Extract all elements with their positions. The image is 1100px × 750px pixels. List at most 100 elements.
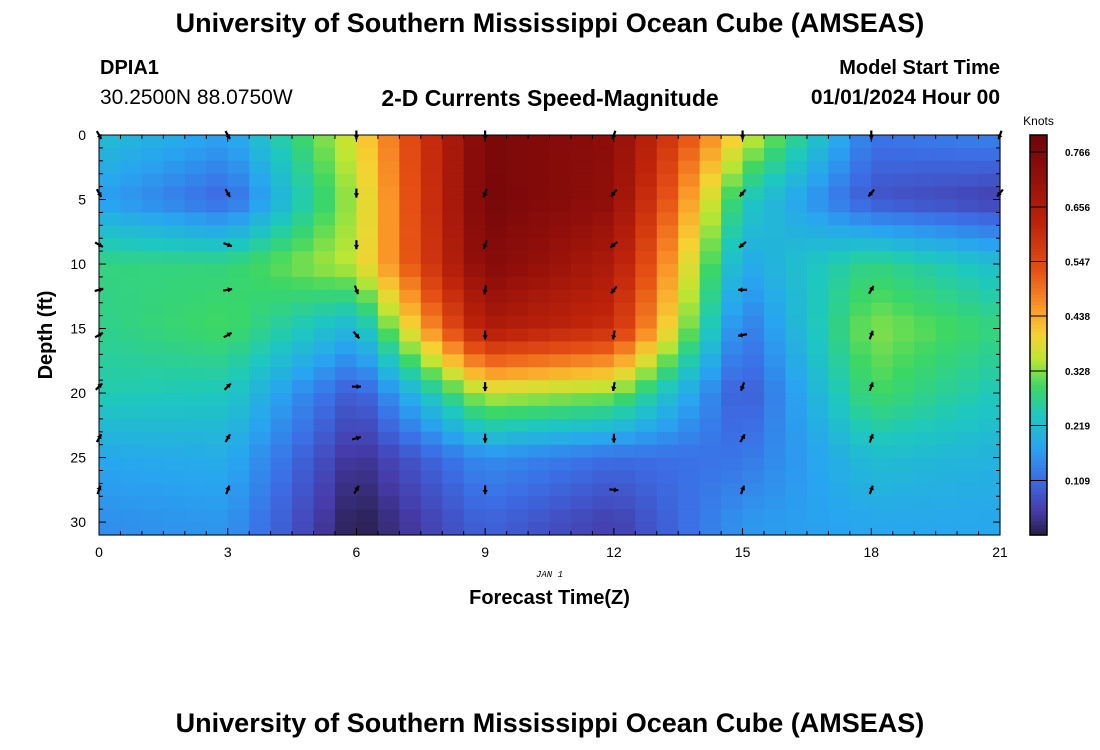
- heatmap-cell: [635, 367, 658, 381]
- heatmap-cell: [764, 367, 787, 381]
- heatmap-cell: [399, 483, 422, 497]
- heatmap-cell: [699, 315, 722, 330]
- heatmap-cell: [957, 302, 980, 317]
- heatmap-cell: [184, 212, 207, 226]
- heatmap-cell: [485, 418, 508, 433]
- heatmap-cell: [935, 444, 958, 459]
- heatmap-cell: [528, 418, 551, 433]
- heatmap-cell: [141, 509, 164, 523]
- heatmap-cell: [892, 251, 915, 265]
- heatmap-cell: [742, 354, 765, 368]
- heatmap-cell: [935, 160, 958, 175]
- heatmap-cell: [356, 289, 379, 304]
- heatmap-cell: [656, 380, 679, 394]
- heatmap-cell: [549, 367, 572, 381]
- heatmap-cell: [227, 173, 250, 188]
- heatmap-cell: [463, 522, 486, 536]
- heatmap-cell: [184, 135, 207, 149]
- model-start-label: Model Start Time: [839, 57, 1000, 79]
- heatmap-cell: [313, 444, 336, 459]
- heatmap-cell: [549, 276, 572, 291]
- heatmap-cell: [570, 405, 593, 420]
- heatmap-cell: [935, 173, 958, 188]
- heatmap-cell: [635, 457, 658, 472]
- heatmap-cell: [249, 509, 272, 523]
- heatmap-cell: [742, 186, 765, 201]
- heatmap-cell: [613, 160, 636, 175]
- heatmap-cell: [120, 444, 143, 459]
- heatmap-cell: [871, 496, 894, 510]
- current-arrow: [224, 188, 231, 198]
- heatmap-cell: [721, 367, 744, 381]
- heatmap-cell: [141, 289, 164, 304]
- heatmap-cell: [742, 496, 765, 510]
- heatmap-cell: [206, 341, 229, 355]
- heatmap-cell: [528, 238, 551, 252]
- heatmap-cell: [656, 341, 679, 355]
- heatmap-cell: [506, 444, 529, 459]
- heatmap-cell: [871, 509, 894, 523]
- heatmap-cell: [635, 431, 658, 446]
- heatmap-cell: [377, 457, 400, 472]
- current-arrow: [867, 188, 876, 198]
- heatmap-cell: [463, 276, 486, 291]
- heatmap-cell: [270, 341, 293, 355]
- heatmap-cell: [399, 405, 422, 420]
- x-tick-label: 12: [606, 544, 622, 560]
- heatmap-cell: [442, 251, 465, 265]
- heatmap-cell: [463, 302, 486, 317]
- heatmap-cell: [871, 405, 894, 420]
- current-arrow: [351, 435, 362, 441]
- heatmap-cell: [420, 135, 443, 149]
- heatmap-cell: [570, 276, 593, 291]
- heatmap-cell: [613, 315, 636, 330]
- heatmap-cell: [871, 276, 894, 291]
- heatmap-cell: [549, 393, 572, 407]
- heatmap-cell: [249, 393, 272, 407]
- heatmap-cell: [99, 225, 122, 239]
- heatmap-cell: [635, 238, 658, 252]
- heatmap-cell: [399, 418, 422, 433]
- heatmap-cell: [978, 509, 1001, 523]
- heatmap-cell: [592, 289, 615, 304]
- heatmap-cell: [506, 135, 529, 149]
- heatmap-cell: [442, 199, 465, 214]
- heatmap-cell: [399, 457, 422, 472]
- heatmap-cell: [206, 328, 229, 343]
- heatmap-cell: [292, 160, 315, 175]
- heatmap-cell: [957, 212, 980, 226]
- heatmap-cell: [313, 328, 336, 343]
- heatmap-cell: [399, 496, 422, 510]
- heatmap-cell: [764, 276, 787, 291]
- heatmap-cell: [463, 380, 486, 394]
- heatmap-cell: [356, 173, 379, 188]
- heatmap-cell: [270, 289, 293, 304]
- heatmap-cell: [678, 354, 701, 368]
- heatmap-cell: [163, 315, 186, 330]
- heatmap-cell: [442, 147, 465, 162]
- heatmap-cell: [742, 444, 765, 459]
- heatmap-cell: [656, 276, 679, 291]
- heatmap-cell: [377, 251, 400, 265]
- heatmap-cell: [99, 289, 122, 304]
- heatmap-cell: [249, 457, 272, 472]
- current-arrow: [353, 188, 359, 198]
- heatmap-cell: [313, 341, 336, 355]
- heatmap-cell: [678, 341, 701, 355]
- heatmap-cell: [485, 186, 508, 201]
- heatmap-cell: [742, 522, 765, 536]
- heatmap-cell: [871, 457, 894, 472]
- heatmap-cell: [699, 483, 722, 497]
- heatmap-cell: [485, 147, 508, 162]
- heatmap-cell: [506, 405, 529, 420]
- heatmap-cell: [334, 212, 358, 226]
- heatmap-cell: [570, 380, 593, 394]
- heatmap-cell: [206, 431, 229, 446]
- heatmap-cell: [613, 302, 636, 317]
- heatmap-cell: [785, 173, 808, 188]
- heatmap-cell: [399, 431, 422, 446]
- heatmap-cell: [356, 470, 379, 484]
- heatmap-cell: [764, 186, 787, 201]
- heatmap-cell: [935, 367, 958, 381]
- heatmap-cell: [678, 289, 701, 304]
